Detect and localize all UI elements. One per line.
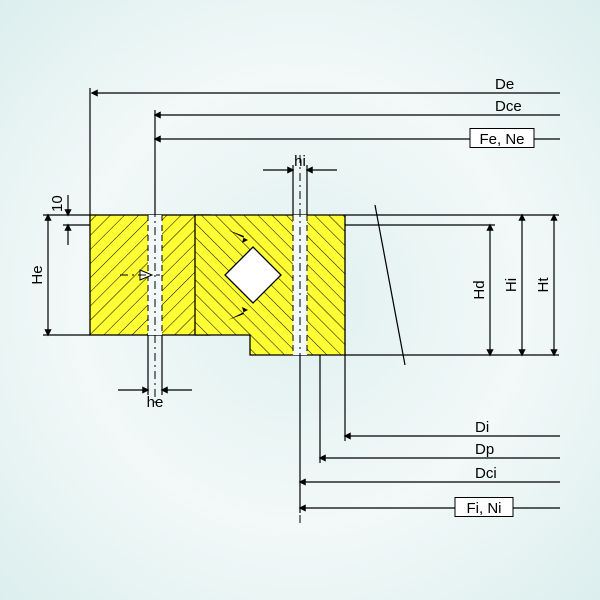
dim-label: Ht	[535, 277, 552, 293]
dim-label: 10	[49, 195, 66, 212]
dim-label: Di	[475, 419, 489, 436]
dim-label: Dci	[475, 465, 497, 482]
technical-drawing: De Dce Fe, Ne hi he 10 He Hd Hi Ht Di Dp Dci Fi, Ni	[0, 0, 600, 600]
dim-label: Dp	[475, 441, 494, 458]
dim-label: he	[147, 394, 164, 411]
dim-label: hi	[294, 153, 306, 170]
dim-label: Fi, Ni	[467, 500, 502, 517]
dim-label: Dce	[495, 98, 522, 115]
dim-label: He	[29, 265, 46, 284]
dim-label: Hd	[471, 280, 488, 299]
dim-label: De	[495, 76, 514, 93]
dim-label: Fe, Ne	[479, 131, 524, 148]
dim-label: Hi	[503, 278, 520, 292]
